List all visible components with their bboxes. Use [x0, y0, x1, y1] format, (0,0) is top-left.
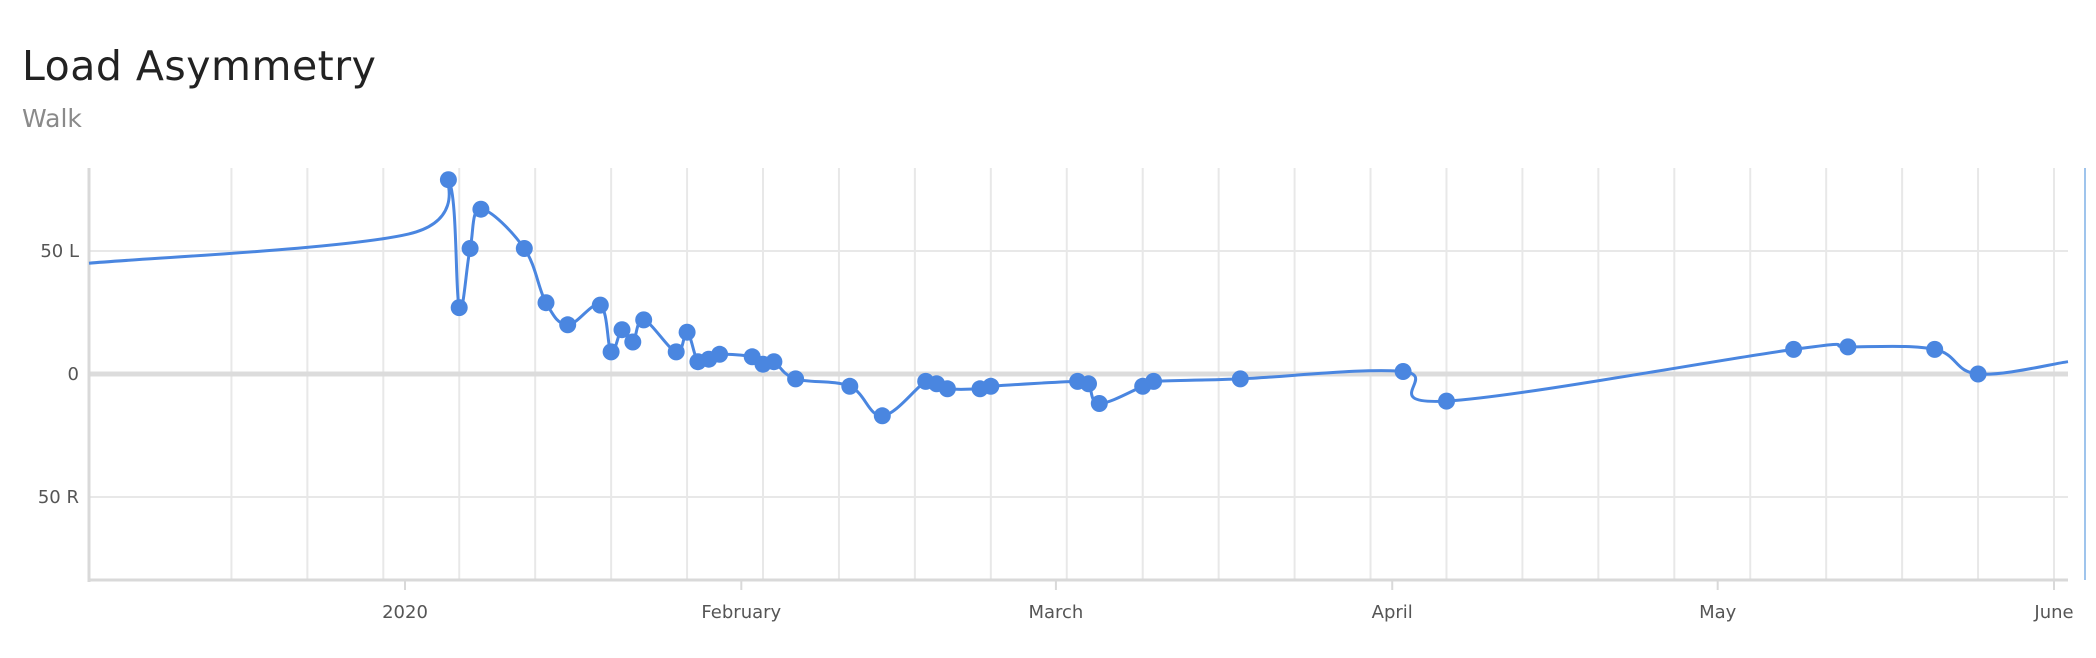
y-tick-label: 0 [68, 364, 79, 385]
data-point [1969, 365, 1987, 383]
data-point [613, 321, 631, 339]
data-point [711, 345, 729, 363]
data-points [439, 171, 1987, 425]
data-point [1839, 338, 1857, 356]
data-point [624, 333, 642, 351]
data-point [678, 323, 696, 341]
y-tick-label: 50 L [40, 241, 79, 262]
data-point [1926, 340, 1944, 358]
x-tick-label: March [1028, 602, 1083, 623]
chart-title: Load Asymmetry [22, 42, 377, 90]
data-point [439, 171, 457, 189]
data-point [602, 343, 620, 361]
data-point [765, 353, 783, 371]
data-point [1394, 363, 1412, 380]
data-point [787, 370, 805, 388]
data-point [873, 407, 891, 425]
data-point [667, 343, 685, 361]
data-point [591, 296, 609, 314]
data-point [635, 311, 653, 329]
data-point [841, 377, 859, 395]
data-point [1145, 372, 1163, 390]
data-point [515, 240, 533, 257]
y-tick-label: 50 R [38, 487, 79, 508]
tick-labels: 50 L 0 50 R 2020 February March April May June [38, 241, 2074, 623]
data-point [472, 200, 490, 218]
chart-axes [87, 168, 2086, 590]
data-point [1785, 340, 1803, 358]
data-point [461, 240, 479, 257]
data-point [1080, 375, 1097, 393]
x-tick-label: April [1372, 602, 1413, 623]
data-point [1438, 392, 1455, 410]
chart-subtitle: Walk [22, 104, 82, 133]
data-point [537, 294, 555, 312]
data-point [982, 377, 1000, 395]
x-tick-label: 2020 [382, 602, 428, 623]
data-point [450, 299, 468, 317]
data-point [1090, 395, 1108, 412]
x-tick-label: May [1699, 602, 1737, 623]
x-tick-label: June [2033, 602, 2073, 623]
data-point [559, 316, 577, 334]
data-point [938, 380, 956, 398]
data-point [1231, 370, 1249, 388]
x-tick-label: February [701, 602, 781, 623]
